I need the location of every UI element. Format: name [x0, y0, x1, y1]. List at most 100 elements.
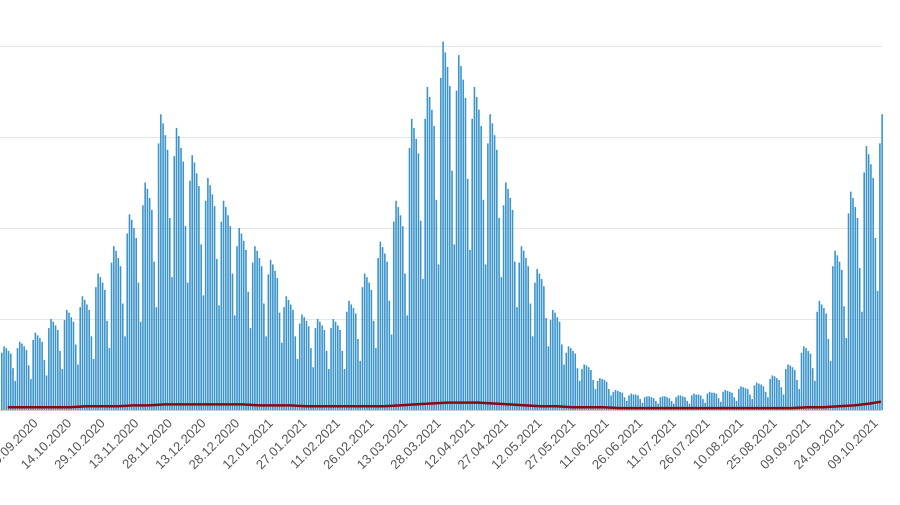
- bar: [879, 143, 881, 410]
- bar: [278, 312, 281, 410]
- bar: [68, 312, 70, 410]
- bar: [334, 321, 337, 410]
- bar: [166, 149, 169, 411]
- bar: [260, 266, 263, 410]
- bar: [81, 296, 84, 410]
- bar: [773, 376, 776, 410]
- bar: [390, 334, 393, 410]
- bar: [518, 262, 521, 410]
- bar-series: [1, 41, 883, 411]
- bar: [858, 268, 861, 410]
- bar: [704, 402, 706, 410]
- bar: [464, 97, 467, 411]
- bar: [865, 146, 868, 410]
- bar: [637, 395, 639, 410]
- bar: [601, 379, 603, 410]
- bar: [343, 369, 346, 410]
- bar: [711, 392, 713, 410]
- bar: [818, 300, 821, 410]
- bar: [706, 393, 709, 410]
- bar: [592, 379, 594, 410]
- bar: [182, 161, 185, 410]
- bar: [827, 339, 830, 410]
- bar: [693, 393, 695, 410]
- bar: [12, 368, 14, 410]
- bar: [200, 244, 202, 410]
- bar: [301, 314, 303, 410]
- bar: [735, 400, 738, 410]
- bar: [442, 41, 444, 410]
- bar: [372, 320, 375, 410]
- bar: [148, 197, 151, 410]
- bar: [198, 186, 200, 410]
- bar: [1, 352, 3, 410]
- bar: [397, 207, 400, 410]
- bar: [715, 393, 718, 410]
- bar: [3, 346, 5, 410]
- bar: [426, 86, 429, 410]
- bar: [45, 375, 48, 410]
- bar: [852, 197, 854, 410]
- bar: [428, 96, 431, 411]
- bar: [424, 118, 426, 411]
- bar: [305, 320, 308, 410]
- bar: [341, 350, 344, 410]
- bar: [39, 338, 41, 410]
- bar: [574, 353, 577, 410]
- bar: [59, 350, 61, 410]
- bar: [366, 277, 368, 410]
- bar: [561, 344, 563, 410]
- bar: [798, 389, 801, 410]
- bar: [496, 149, 498, 411]
- bar: [881, 114, 883, 410]
- bar: [79, 307, 81, 410]
- bar: [113, 246, 115, 410]
- bar: [95, 287, 97, 410]
- bar: [413, 127, 415, 411]
- bar: [648, 396, 650, 410]
- bar: [119, 266, 122, 410]
- bar: [384, 253, 386, 410]
- bar: [870, 164, 872, 410]
- bar: [856, 217, 859, 410]
- bar: [695, 394, 697, 410]
- bar: [209, 185, 211, 410]
- bar: [171, 277, 173, 410]
- bar: [610, 395, 612, 410]
- bar: [547, 346, 550, 410]
- bar: [643, 397, 646, 410]
- bar: [204, 200, 207, 410]
- bar: [569, 348, 572, 410]
- bar: [169, 217, 171, 410]
- bar: [399, 215, 402, 410]
- bar: [18, 341, 21, 410]
- bar: [406, 315, 409, 410]
- bar: [86, 304, 88, 410]
- bar: [666, 397, 668, 410]
- bar: [446, 66, 449, 411]
- bar: [767, 397, 769, 410]
- bar: [121, 303, 124, 410]
- bar: [471, 118, 473, 411]
- bar: [455, 90, 458, 410]
- bar: [612, 391, 615, 410]
- bar: [740, 386, 742, 410]
- bar: [218, 305, 220, 410]
- bar: [690, 395, 693, 410]
- bar: [632, 394, 635, 410]
- bar: [811, 368, 814, 410]
- bar: [717, 398, 720, 410]
- bar: [836, 255, 839, 410]
- bar: [359, 360, 361, 410]
- bar: [849, 191, 852, 410]
- bar: [377, 258, 379, 410]
- bar: [484, 264, 487, 410]
- bar: [249, 328, 252, 410]
- bar: [702, 399, 704, 410]
- bar: [578, 380, 581, 410]
- bar: [354, 313, 357, 410]
- bar: [186, 282, 189, 410]
- bar: [581, 369, 583, 410]
- bar: [650, 397, 653, 410]
- bar: [162, 123, 164, 410]
